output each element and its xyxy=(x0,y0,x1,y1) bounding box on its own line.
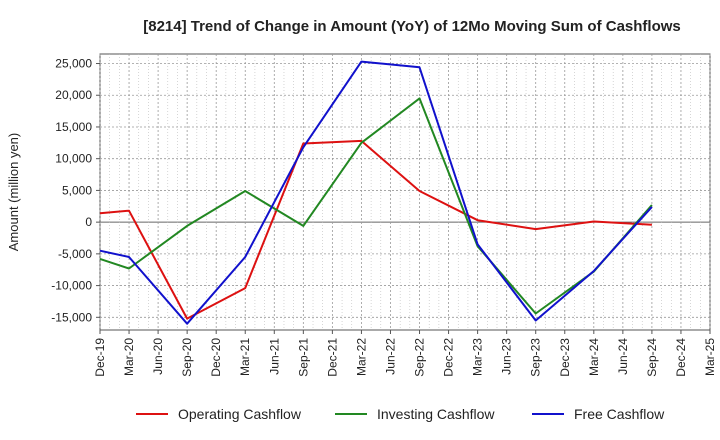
x-tick-label-11: Sep-22 xyxy=(413,338,427,377)
x-tick-label-6: Jun-21 xyxy=(267,338,281,375)
x-tick-label-1: Mar-20 xyxy=(122,338,136,376)
plot-frame xyxy=(99,53,711,331)
x-tick-label-12: Dec-22 xyxy=(442,338,456,377)
y-axis-ticks: 25,000 20,000 15,000 10,000 5,000 0 -5,000 -10,… xyxy=(51,57,100,324)
free-cashflow-line xyxy=(99,60,653,325)
x-tick-label-7: Sep-21 xyxy=(296,338,310,377)
plot-area xyxy=(99,53,711,331)
y-tick-label-5: 0 xyxy=(85,215,92,229)
series-lines xyxy=(99,60,653,325)
y-tick-label-7: -10,000 xyxy=(51,279,92,293)
x-tick-label-5: Mar-21 xyxy=(238,338,252,376)
x-axis-ticks: Dec-19 Mar-20 Jun-20 Sep-20 Dec-20 Mar-21 Jun-… xyxy=(93,330,717,377)
y-tick-label-2: 15,000 xyxy=(55,120,92,134)
x-tick-label-0: Dec-19 xyxy=(93,338,107,377)
y-tick-label-6: -5,000 xyxy=(58,247,92,261)
free-cashflow-legend-label: Free Cashflow xyxy=(574,406,665,422)
x-tick-label-9: Mar-22 xyxy=(354,338,368,376)
investing-cashflow-legend-label: Investing Cashflow xyxy=(377,406,495,422)
x-tick-label-14: Jun-23 xyxy=(500,338,514,375)
y-axis-label: Amount (million yen) xyxy=(6,133,21,252)
x-tick-label-2: Jun-20 xyxy=(151,338,165,375)
x-tick-label-18: Jun-24 xyxy=(616,338,630,375)
x-tick-label-17: Mar-24 xyxy=(587,338,601,376)
x-tick-label-19: Sep-24 xyxy=(645,338,659,377)
x-tick-label-21: Mar-25 xyxy=(703,338,717,376)
operating-cashflow-legend-label: Operating Cashflow xyxy=(178,406,302,422)
y-tick-label-4: 5,000 xyxy=(62,183,92,197)
legend: Operating Cashflow Investing Cashflow Free… xyxy=(136,406,665,422)
operating-cashflow-line xyxy=(99,139,652,320)
x-tick-label-8: Dec-21 xyxy=(325,338,339,377)
x-tick-label-16: Dec-23 xyxy=(558,338,572,377)
x-tick-label-4: Dec-20 xyxy=(209,338,223,377)
investing-cashflow-line xyxy=(99,97,653,315)
x-tick-label-20: Dec-24 xyxy=(674,338,688,377)
x-tick-label-10: Jun-22 xyxy=(383,338,397,375)
y-tick-label-3: 10,000 xyxy=(55,152,92,166)
x-tick-label-3: Sep-20 xyxy=(180,338,194,377)
y-tick-label-8: -15,000 xyxy=(51,310,92,324)
x-tick-label-13: Mar-23 xyxy=(471,338,485,376)
y-tick-label-1: 20,000 xyxy=(55,88,92,102)
chart-title: [8214] Trend of Change in Amount (YoY) o… xyxy=(143,18,681,35)
x-tick-label-15: Sep-23 xyxy=(529,338,543,377)
y-tick-label-0: 25,000 xyxy=(55,57,92,71)
